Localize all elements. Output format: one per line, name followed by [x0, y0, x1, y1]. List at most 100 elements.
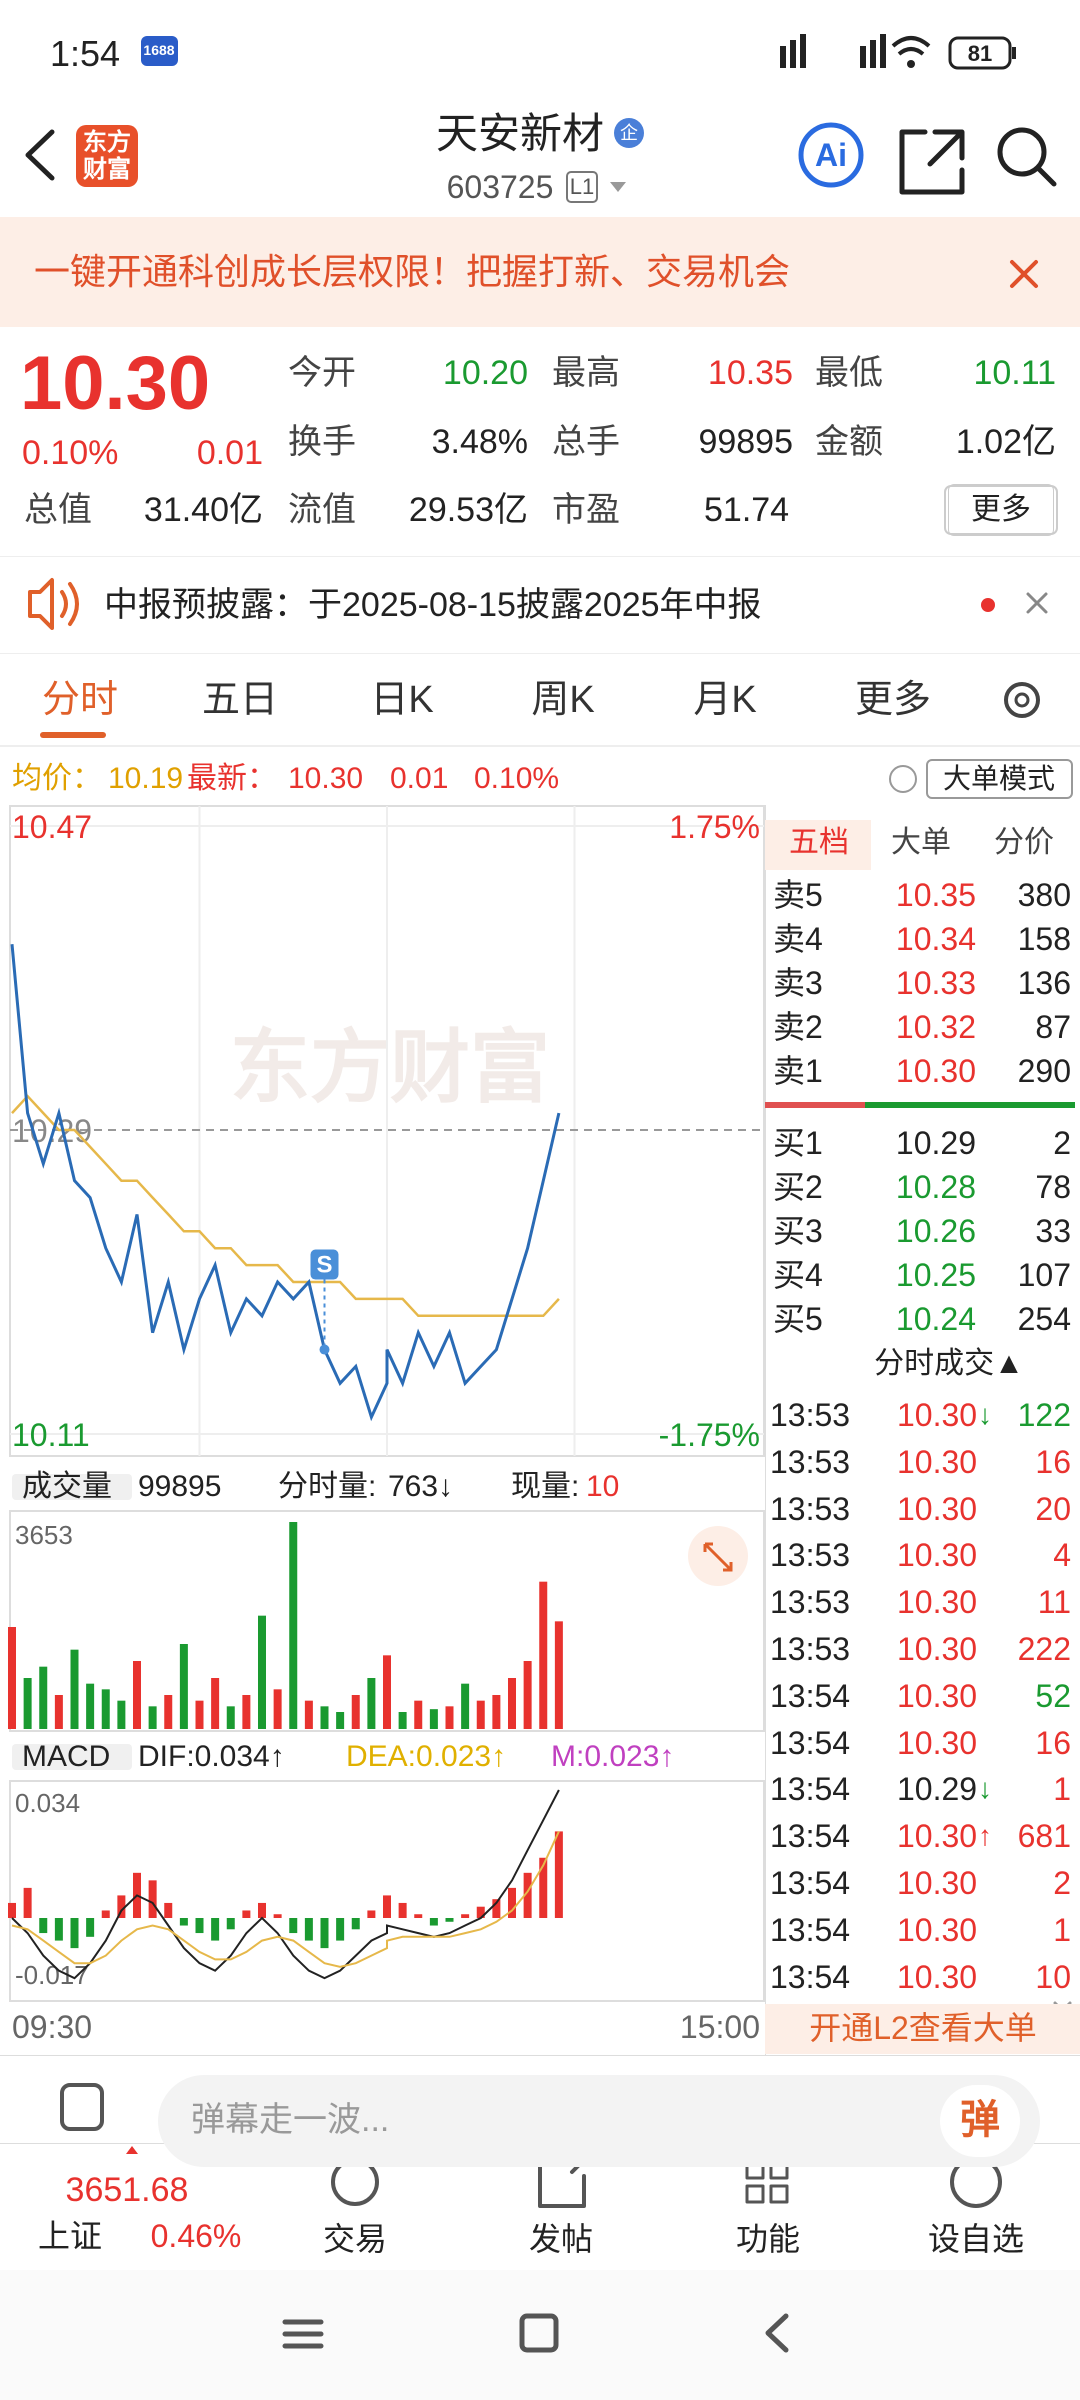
change: 0.01	[196, 434, 263, 472]
trade-price: 10.30	[897, 1865, 978, 1901]
back-icon[interactable]	[25, 129, 55, 181]
book-volume: 78	[1035, 1169, 1071, 1205]
macd-bar	[117, 1895, 126, 1918]
now-volume-label: 现量:	[511, 1470, 580, 1503]
macd-bar	[508, 1887, 516, 1918]
trade-price: 10.30	[897, 1911, 978, 1948]
book-volume: 158	[1017, 921, 1071, 957]
notice-text[interactable]: 中报预披露：于2025-08-15披露2025年中报	[104, 586, 762, 624]
macd-bar	[195, 1918, 204, 1934]
volume-bar	[179, 1644, 188, 1729]
big-order-mode[interactable]: 大单模式	[942, 763, 1056, 794]
macd-bar	[179, 1918, 188, 1926]
tab[interactable]: 分时	[41, 679, 119, 721]
tab[interactable]: 日K	[370, 679, 434, 721]
book-level: 买4	[773, 1257, 823, 1293]
volume-bar	[492, 1695, 501, 1729]
book-tab[interactable]: 大单	[891, 826, 951, 859]
more-button[interactable]: 更多	[948, 484, 1054, 536]
comment-placeholder[interactable]: 弹幕走一波...	[191, 2101, 390, 2139]
logo-text: 财富	[83, 156, 131, 183]
volume-bar	[133, 1661, 141, 1729]
latest-value: 10.30	[288, 762, 364, 795]
book-volume: 380	[1017, 877, 1071, 913]
y-tick-label: 3653	[15, 1520, 73, 1550]
field-label: 总值	[24, 491, 92, 529]
volume-bar	[273, 1689, 282, 1729]
nav-item[interactable]: 设自选	[927, 2221, 1025, 2257]
book-tab[interactable]: 分价	[994, 826, 1054, 859]
latest-label: 最新：	[187, 762, 277, 795]
volume-bar	[8, 1627, 16, 1729]
book-level: 卖2	[773, 1009, 823, 1045]
battery-level: 81	[967, 41, 993, 66]
trade-price: 10.30	[897, 1724, 978, 1761]
macd-bar	[351, 1918, 360, 1930]
field-label: 流值	[288, 491, 356, 529]
volume-bar	[383, 1706, 391, 1729]
danmaku-button[interactable]: 弹	[960, 2098, 1000, 2142]
tab[interactable]: 更多	[854, 679, 932, 721]
trade-time: 13:53	[770, 1443, 851, 1480]
volume-bar	[195, 1700, 204, 1729]
watermark: 东方财富	[230, 1023, 550, 1112]
svg-text:Ai: Ai	[815, 137, 847, 173]
macd-bar	[8, 1902, 16, 1918]
book-level: 买1	[773, 1125, 823, 1161]
ai-icon[interactable]	[798, 122, 864, 188]
volume-bar	[351, 1695, 360, 1729]
trade-volume: 11	[1037, 1584, 1071, 1621]
book-tab[interactable]: 五档	[789, 826, 849, 859]
logo-text: 东方	[83, 129, 131, 156]
trade-volume: 1	[1053, 1771, 1071, 1808]
trade-price: 10.30	[897, 1490, 978, 1527]
volume-bar	[320, 1706, 329, 1729]
macd-bar	[461, 1914, 470, 1918]
change-pct: 0.10%	[22, 434, 119, 472]
volume-bar	[539, 1581, 548, 1729]
trade-price: 10.29	[897, 1771, 978, 1808]
macd-line	[11, 1830, 560, 1968]
trade-time: 13:53	[770, 1490, 851, 1527]
macd-bar	[476, 1906, 485, 1918]
tab[interactable]: 月K	[693, 679, 757, 721]
macd-bar	[148, 1880, 157, 1918]
macd-bar	[429, 1918, 438, 1926]
stock-code: 603725	[446, 169, 554, 205]
trade-volume: 16	[1035, 1724, 1071, 1761]
nav-item[interactable]: 交易	[322, 2221, 388, 2257]
annotation-label: S	[316, 1252, 332, 1279]
book-level: 卖3	[773, 965, 823, 1001]
y2-tick-label: 1.75%	[669, 809, 760, 845]
book-level: 卖4	[773, 921, 823, 957]
volume-bar	[445, 1706, 454, 1729]
trades-title: 分时成交▲	[874, 1347, 1024, 1380]
volume-bar	[54, 1695, 63, 1729]
index-name: 上证	[37, 2218, 103, 2254]
divider	[0, 2143, 1080, 2144]
index-value: 3651.68	[65, 2171, 189, 2209]
macd-bar	[539, 1857, 548, 1918]
tab[interactable]: 周K	[531, 679, 595, 721]
avg-value: 10.19	[108, 762, 184, 795]
trade-time: 13:54	[770, 1771, 851, 1808]
trade-arrow: ↓	[978, 1773, 992, 1805]
l2-button[interactable]: 开通L2查看大单	[809, 2010, 1037, 2046]
tab[interactable]: 五日	[201, 679, 279, 721]
nav-item[interactable]: 发帖	[528, 2221, 594, 2257]
volume-bar	[86, 1683, 95, 1729]
search-icon[interactable]	[997, 127, 1047, 177]
macd-bar	[367, 1910, 376, 1918]
macd-bar	[523, 1872, 532, 1918]
banner-text[interactable]: 一键开通科创成长层权限！把握打新、交易机会	[34, 251, 791, 292]
macd-line	[11, 1789, 560, 1980]
volume-bar	[39, 1666, 48, 1729]
level-badge: L1	[569, 174, 595, 199]
field-value: 31.40亿	[143, 491, 263, 529]
volume-bar	[211, 1678, 220, 1729]
volume-total: 99895	[138, 1470, 222, 1503]
volume-bar	[508, 1678, 516, 1729]
nav-item[interactable]: 功能	[735, 2221, 801, 2257]
share-icon[interactable]	[899, 129, 965, 195]
